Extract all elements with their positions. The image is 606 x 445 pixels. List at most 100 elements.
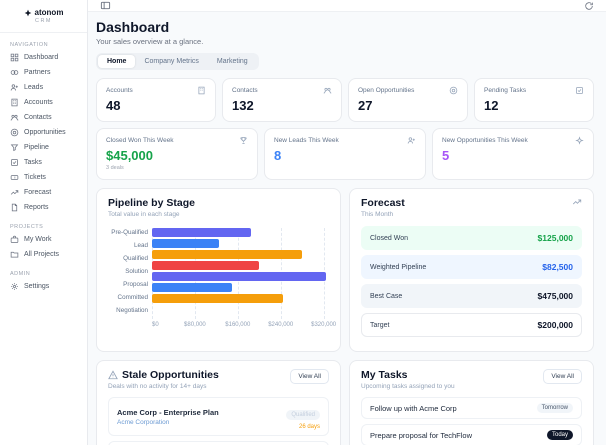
task-item-follow-up-acme[interactable]: Follow up with Acme Corp Tomorrow (361, 397, 582, 419)
forecast-label: Weighted Pipeline (370, 263, 427, 271)
tab-home[interactable]: Home (98, 55, 136, 68)
funnel-icon (10, 143, 19, 152)
kpi-card-open-opportunities[interactable]: Open Opportunities 27 (348, 78, 468, 122)
warning-icon (108, 370, 118, 380)
panel-toggle-icon[interactable] (100, 0, 111, 11)
sidebar-item-tasks[interactable]: Tasks (0, 155, 87, 170)
building-icon (10, 98, 19, 107)
sidebar-item-all-projects[interactable]: All Projects (0, 247, 87, 262)
sidebar-item-label: Tickets (24, 174, 46, 181)
app-logo: atonom CRM (0, 0, 87, 33)
kpi-card-contacts[interactable]: Contacts 132 (222, 78, 342, 122)
forecast-subtitle: This Month (361, 211, 394, 218)
sidebar-item-partners[interactable]: Partners (0, 65, 87, 80)
due-badge: Tomorrow (536, 403, 573, 413)
days-stale: 26 days (298, 424, 320, 430)
sidebar-item-label: Pipeline (24, 144, 49, 151)
sidebar-item-dashboard[interactable]: Dashboard (0, 50, 87, 65)
sidebar-item-label: Leads (24, 84, 44, 91)
tasks-subtitle: Upcoming tasks assigned to you (361, 383, 455, 390)
stale-item-acme[interactable]: Acme Corp - Enterprise Plan Acme Corpora… (108, 397, 329, 436)
chart-x-axis: $0 $80,000 $160,000 $240,000 $320,000 (152, 322, 337, 328)
stat-value: 5 (442, 148, 450, 163)
bar-qualified[interactable] (152, 250, 329, 259)
stat-card-new-leads[interactable]: New Leads This Week 8 (264, 128, 426, 180)
kpi-value: 48 (106, 98, 121, 113)
sidebar-item-label: Opportunities (24, 129, 66, 136)
sidebar-item-my-work[interactable]: My Work (0, 232, 87, 247)
stat-value: $45,000 (106, 148, 153, 163)
page-subtitle: Your sales overview at a glance. (96, 37, 204, 46)
task-name: Follow up with Acme Corp (370, 403, 457, 413)
forecast-row-closed-won: Closed Won $125,000 (361, 226, 582, 250)
task-item-prepare-proposal[interactable]: Prepare proposal for TechFlow Today (361, 424, 582, 445)
sidebar-item-reports[interactable]: Reports (0, 200, 87, 215)
bar-proposal[interactable] (152, 272, 329, 281)
sidebar-item-pipeline[interactable]: Pipeline (0, 140, 87, 155)
check-square-icon (10, 158, 19, 167)
sidebar-item-settings[interactable]: Settings (0, 279, 87, 294)
bar-solution[interactable] (152, 261, 329, 270)
nav-section-label: Navigation (10, 42, 49, 48)
sidebar-item-tickets[interactable]: Tickets (0, 170, 87, 185)
kpi-label: Open Opportunities (358, 87, 415, 94)
stat-card-new-opportunities[interactable]: New Opportunities This Week 5 (432, 128, 594, 180)
bar-negotiation[interactable] (152, 294, 329, 303)
bar-pre-qualified[interactable] (152, 228, 329, 237)
sidebar-item-accounts[interactable]: Accounts (0, 95, 87, 110)
chart-plot-area (152, 228, 329, 319)
users-icon (10, 113, 19, 122)
bar-lead[interactable] (152, 239, 329, 248)
sidebar-item-contacts[interactable]: Contacts (0, 110, 87, 125)
kpi-label: Contacts (232, 87, 258, 94)
tasks-view-all-button[interactable]: View All (543, 369, 582, 384)
logo-text: atonom (34, 8, 64, 17)
forecast-label: Best Case (370, 292, 403, 300)
forecast-value: $82,500 (542, 262, 573, 272)
admin-section-label: Admin (10, 271, 31, 277)
tab-marketing[interactable]: Marketing (216, 58, 248, 65)
forecast-value: $200,000 (537, 320, 573, 330)
forecast-value: $125,000 (537, 233, 573, 243)
task-name: Prepare proposal for TechFlow (370, 430, 472, 440)
briefcase-icon (10, 235, 19, 244)
bar-committed[interactable] (152, 283, 329, 292)
opportunity-name: Acme Corp - Enterprise Plan (117, 407, 219, 417)
stat-value: 8 (274, 148, 282, 163)
user-plus-icon (407, 136, 416, 145)
sidebar-item-leads[interactable]: Leads (0, 80, 87, 95)
tab-company-metrics[interactable]: Company Metrics (144, 58, 199, 65)
sidebar-item-label: Accounts (24, 99, 53, 106)
refresh-icon[interactable] (584, 1, 594, 11)
stat-card-closed-won[interactable]: Closed Won This Week $45,000 3 deals (96, 128, 258, 180)
kpi-card-accounts[interactable]: Accounts 48 (96, 78, 216, 122)
trend-up-icon (572, 197, 582, 207)
user-plus-icon (10, 83, 19, 92)
kpi-label: Accounts (106, 87, 133, 94)
tab-bar: Home Company Metrics Marketing (96, 53, 259, 70)
due-badge: Today (546, 430, 573, 440)
kpi-card-pending-tasks[interactable]: Pending Tasks 12 (474, 78, 594, 122)
sidebar-item-label: All Projects (24, 251, 60, 258)
pipeline-chart-title: Pipeline by Stage (108, 197, 195, 209)
stat-label: New Opportunities This Week (442, 137, 528, 144)
forecast-value: $475,000 (537, 291, 573, 301)
forecast-panel: Forecast This Month Closed Won $125,000 … (349, 188, 594, 352)
stale-title: Stale Opportunities (122, 369, 219, 381)
stat-label: Closed Won This Week (106, 137, 174, 144)
ticket-icon (10, 173, 19, 182)
stale-subtitle: Deals with no activity for 14+ days (108, 383, 207, 390)
grid-icon (10, 53, 19, 62)
opportunity-company-link[interactable]: Acme Corporation (117, 418, 170, 426)
tasks-title: My Tasks (361, 369, 408, 381)
sidebar-item-forecast[interactable]: Forecast (0, 185, 87, 200)
logo-subtext: CRM (34, 18, 53, 24)
sidebar-item-label: Forecast (24, 189, 52, 196)
topbar (88, 0, 606, 12)
stale-view-all-button[interactable]: View All (290, 369, 329, 384)
file-icon (10, 203, 19, 212)
sidebar-item-opportunities[interactable]: Opportunities (0, 125, 87, 140)
stale-item-techflow[interactable]: TechFlow - Platform License TechFlow Sol… (108, 441, 329, 445)
pipeline-by-stage-panel: Pipeline by Stage Total value in each st… (96, 188, 341, 352)
stat-label: New Leads This Week (274, 137, 339, 144)
